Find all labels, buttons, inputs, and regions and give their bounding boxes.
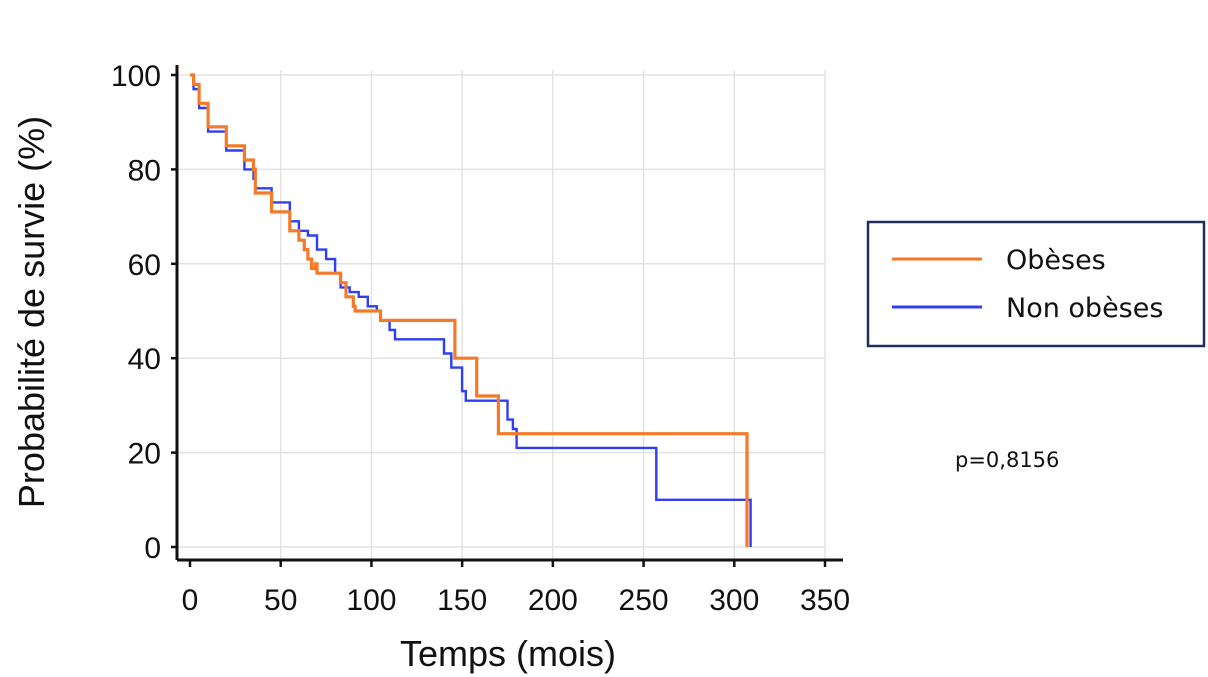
series-line-obeses [190, 73, 749, 547]
y-tick-label: 100 [111, 60, 161, 93]
series-lines [190, 73, 752, 547]
legend-label-non-obeses: Non obèses [1006, 293, 1163, 324]
x-tick-label: 350 [800, 584, 850, 617]
y-tick-label: 20 [128, 438, 161, 471]
axes: 0 20 40 60 80 100 0 50 100 150 200 250 300 350 [111, 60, 850, 617]
grid [177, 70, 826, 560]
x-tick-label: 200 [528, 584, 578, 617]
y-axis-title: Probabilité de survie (%) [11, 116, 52, 508]
y-tick-label: 60 [128, 249, 161, 282]
x-tick-label: 150 [437, 584, 487, 617]
x-tick-label: 250 [619, 584, 669, 617]
legend: Obèses Non obèses [866, 220, 1206, 348]
y-tick-label: 0 [144, 532, 161, 565]
series-line-non-obeses [190, 73, 752, 547]
y-tick-label: 40 [128, 343, 161, 376]
x-tick-label: 300 [709, 584, 759, 617]
y-tick-label: 80 [128, 154, 161, 187]
x-tick-label: 100 [346, 584, 396, 617]
x-tick-label: 50 [264, 584, 297, 617]
p-value-annotation: p=0,8156 [955, 448, 1059, 472]
x-tick-label: 0 [182, 584, 199, 617]
legend-label-obeses: Obèses [1006, 245, 1106, 276]
x-axis-title: Temps (mois) [400, 633, 616, 674]
legend-box [866, 220, 1206, 348]
